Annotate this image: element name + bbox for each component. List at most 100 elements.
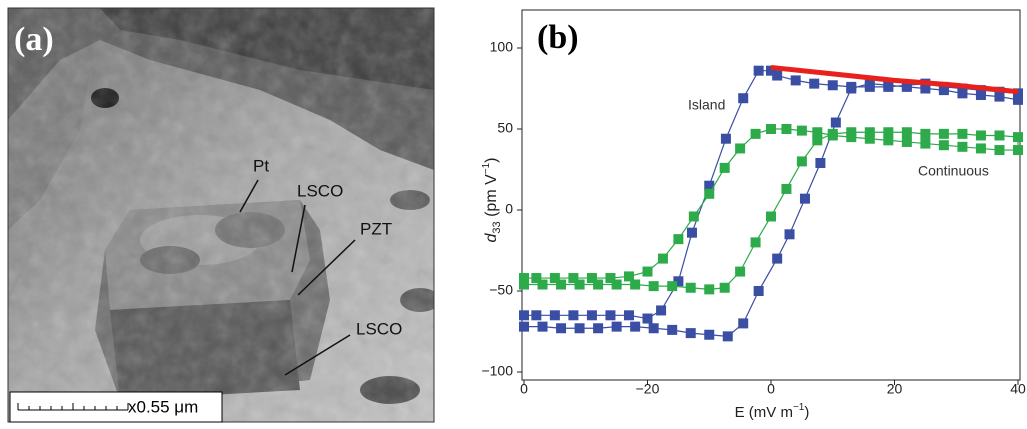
series-label: Continuous <box>918 163 989 179</box>
marker <box>612 322 622 332</box>
marker <box>957 129 967 139</box>
marker <box>531 310 541 320</box>
marker <box>751 237 761 247</box>
marker <box>568 273 578 283</box>
marker <box>994 145 1004 155</box>
marker <box>720 163 730 173</box>
marker <box>957 142 967 152</box>
marker <box>865 134 875 144</box>
marker <box>815 158 825 168</box>
figure: (a) Pt LSCO PZT LSCO x0.55 μm (b) E (mV … <box>0 0 1027 424</box>
marker <box>649 323 659 333</box>
x-tick-label: 0 <box>767 381 775 397</box>
sem-image <box>8 8 440 422</box>
marker <box>519 322 529 332</box>
marker <box>519 310 529 320</box>
marker <box>809 79 819 89</box>
annotation: Pt <box>253 156 269 175</box>
marker <box>797 156 807 166</box>
marker <box>751 129 761 139</box>
marker <box>920 129 930 139</box>
marker <box>605 273 615 283</box>
marker <box>902 137 912 147</box>
marker <box>630 322 640 332</box>
marker <box>519 273 529 283</box>
marker <box>667 325 677 335</box>
series-line <box>771 67 1018 91</box>
annotation: LSCO <box>356 319 402 338</box>
y-tick-label: −100 <box>481 363 513 379</box>
marker <box>791 75 801 85</box>
marker <box>976 130 986 140</box>
scale-label: x0.55 μm <box>128 397 198 416</box>
x-tick-label: 0 <box>520 381 528 397</box>
marker <box>766 124 776 134</box>
marker <box>550 273 560 283</box>
marker <box>920 139 930 149</box>
marker <box>538 322 548 332</box>
marker <box>828 130 838 140</box>
marker <box>883 82 893 92</box>
marker <box>720 283 730 293</box>
annotation: PZT <box>360 219 392 238</box>
marker <box>738 318 748 328</box>
marker <box>902 127 912 137</box>
x-tick-label: 40 <box>1010 381 1026 397</box>
y-tick-label: 0 <box>505 201 513 217</box>
marker <box>754 66 764 76</box>
marker <box>624 310 634 320</box>
marker <box>772 254 782 264</box>
series-line <box>524 71 1018 337</box>
marker <box>828 80 838 90</box>
marker <box>587 273 597 283</box>
marker <box>735 143 745 153</box>
marker <box>846 132 856 142</box>
y-tick-label: 50 <box>497 120 513 136</box>
marker <box>754 286 764 296</box>
y-axis-label: d33 (pm V−1) <box>481 157 503 242</box>
marker <box>587 310 597 320</box>
marker <box>939 140 949 150</box>
y-tick-label: −50 <box>489 282 513 298</box>
marker <box>1013 145 1023 155</box>
marker <box>704 189 714 199</box>
marker <box>556 323 566 333</box>
marker <box>667 281 677 291</box>
series-line <box>524 129 1018 289</box>
marker <box>593 323 603 333</box>
marker <box>976 143 986 153</box>
y-tick-label: 100 <box>490 39 514 55</box>
chart-title: (b) <box>537 19 579 56</box>
annotation: LSCO <box>297 181 343 200</box>
marker <box>797 126 807 136</box>
series-label: Island <box>688 97 725 113</box>
x-tick-label: −20 <box>636 381 660 397</box>
marker <box>735 267 745 277</box>
x-axis-label: E (mV m−1) <box>735 402 810 421</box>
marker <box>568 310 578 320</box>
marker <box>738 93 748 103</box>
marker <box>781 124 791 134</box>
marker <box>658 254 668 264</box>
marker <box>766 211 776 221</box>
marker <box>624 271 634 281</box>
marker <box>673 234 683 244</box>
marker <box>687 228 697 238</box>
marker <box>550 310 560 320</box>
marker <box>721 134 731 144</box>
marker <box>1013 132 1023 142</box>
marker <box>704 284 714 294</box>
x-tick-label: 20 <box>887 381 903 397</box>
marker <box>686 328 696 338</box>
marker <box>781 184 791 194</box>
marker <box>656 305 666 315</box>
marker <box>689 211 699 221</box>
marker <box>643 314 653 324</box>
marker <box>575 323 585 333</box>
marker <box>643 267 653 277</box>
marker <box>831 118 841 128</box>
marker <box>939 129 949 139</box>
marker <box>649 281 659 291</box>
marker <box>994 130 1004 140</box>
marker <box>812 127 822 137</box>
